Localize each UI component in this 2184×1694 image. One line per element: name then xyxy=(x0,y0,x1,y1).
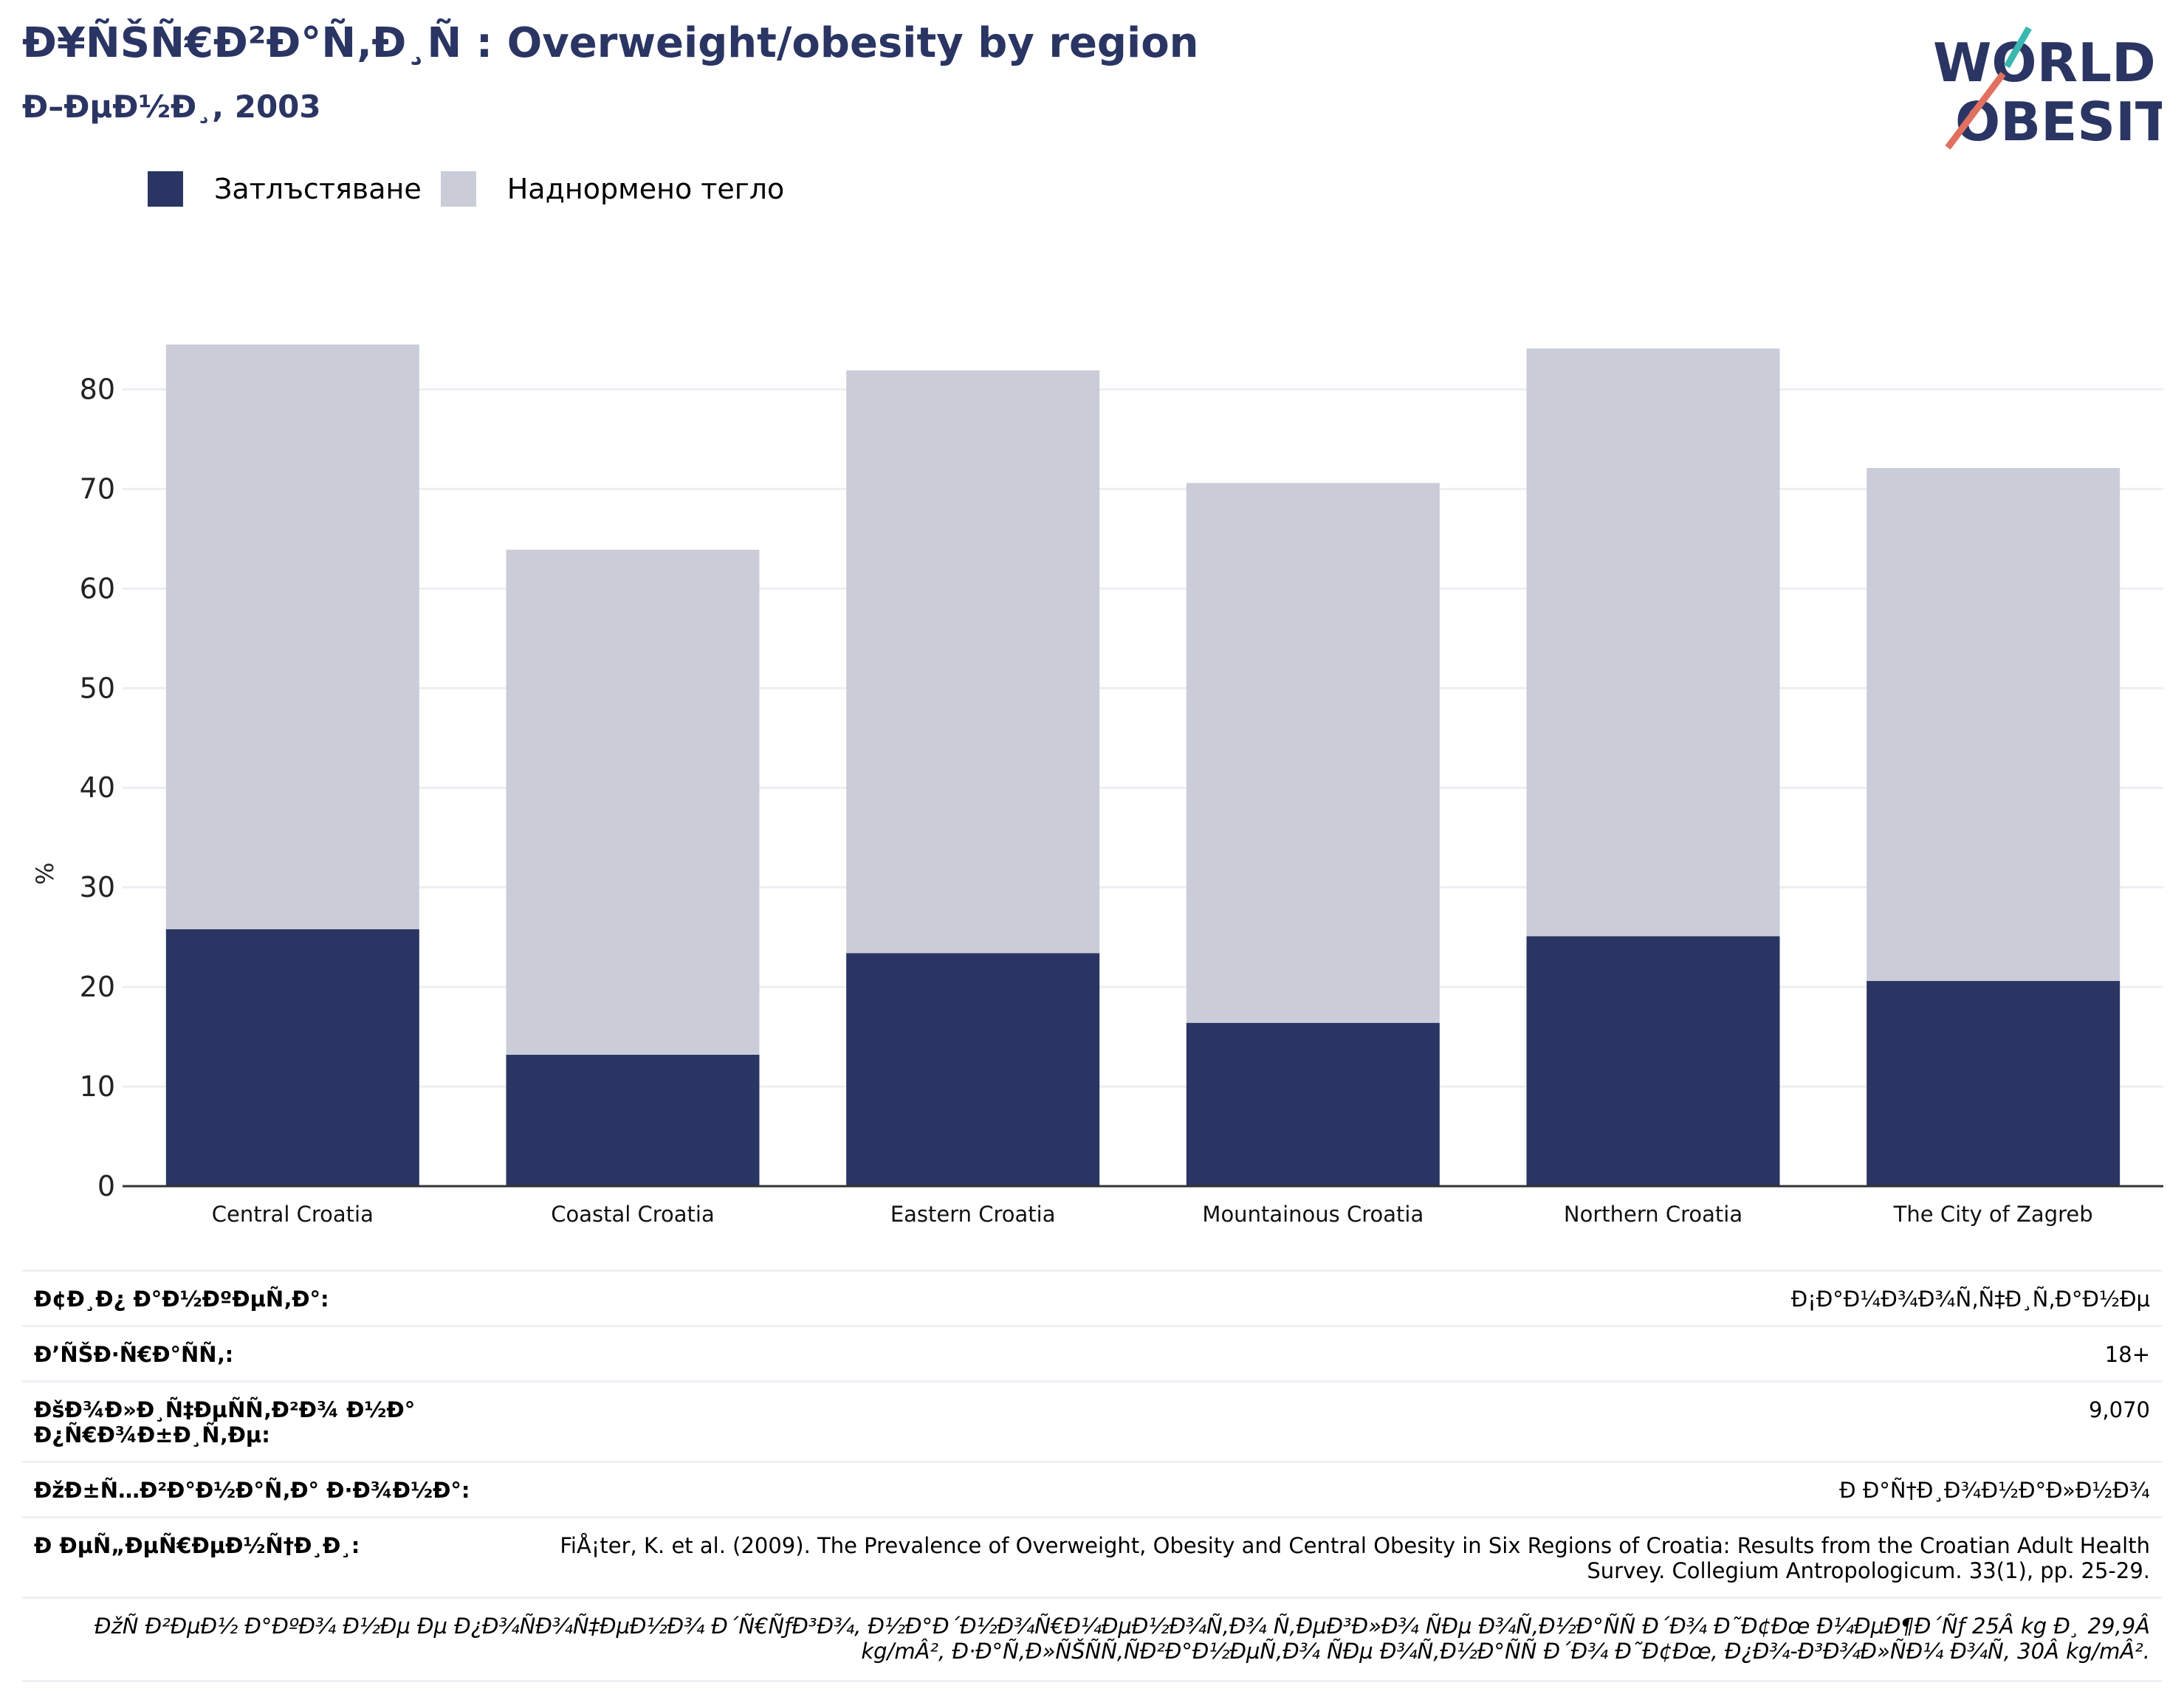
chart-title: Ð¥ÑŠÑ€Ð²Ð°Ñ‚Ð¸Ñ : Overweight/obesity by … xyxy=(22,19,1199,67)
bar-obesity-5 xyxy=(1526,936,1780,1186)
x-tick-label: Eastern Croatia xyxy=(890,1202,1056,1227)
info-label: Ð’ÑŠÐ·Ñ€Ð°ÑÑ‚: xyxy=(34,1342,234,1367)
footnote: ÐžÑ Ð²ÐµÐ½ Ð°ÐºÐ¾ Ð½Ðµ Ðµ Ð¿Ð¾ÑÐ¾Ñ‡ÐµÐ½Ð… xyxy=(22,1597,2162,1682)
info-table: Ð¢Ð¸Ð¿ Ð°Ð½ÐºÐµÑ‚Ð°: Ð¡Ð°Ð¼Ð¾Ð¾Ñ‚Ñ‡Ð¸Ñ‚Ð… xyxy=(22,1270,2162,1682)
legend-label-overweight: Наднормено тегло xyxy=(506,173,785,205)
y-tick-label: 70 xyxy=(80,472,115,505)
legend-item-obesity: Затлъстяване xyxy=(148,171,422,207)
info-value: FiÅ¡ter, K. et al. (2009). The Prevalenc… xyxy=(560,1533,2150,1583)
bar-overweight-4 xyxy=(1186,483,1440,1023)
bar-overweight-6 xyxy=(1867,468,2121,982)
y-tick-label: 10 xyxy=(80,1070,115,1103)
legend: Затлъстяване Наднормено тегло xyxy=(148,168,803,210)
y-tick-label: 60 xyxy=(80,572,115,605)
y-axis-label: % xyxy=(31,862,59,884)
info-label: Ð¢Ð¸Ð¿ Ð°Ð½ÐºÐµÑ‚Ð°: xyxy=(34,1287,329,1312)
y-tick-label: 0 xyxy=(97,1170,115,1202)
y-tick-label: 80 xyxy=(80,373,115,405)
bar-obesity-2 xyxy=(506,1054,760,1186)
info-value: 18+ xyxy=(2104,1342,2150,1367)
logo-line2: OBESITY xyxy=(1955,91,2162,153)
legend-swatch-obesity xyxy=(148,171,183,207)
bar-obesity-1 xyxy=(165,929,419,1186)
info-label: Ð ÐµÑ„ÐµÑ€ÐµÐ½Ñ†Ð¸Ð¸: xyxy=(34,1533,360,1558)
y-tick-label: 30 xyxy=(80,871,115,903)
info-value: 9,070 xyxy=(2088,1397,2150,1422)
info-row-survey-type: Ð¢Ð¸Ð¿ Ð°Ð½ÐºÐµÑ‚Ð°: Ð¡Ð°Ð¼Ð¾Ð¾Ñ‚Ñ‡Ð¸Ñ‚Ð… xyxy=(22,1270,2162,1325)
bar-obesity-4 xyxy=(1186,1022,1440,1186)
info-row-age: Ð’ÑŠÐ·Ñ€Ð°ÑÑ‚: 18+ xyxy=(22,1325,2162,1380)
info-label: ÐžÐ±Ñ…Ð²Ð°Ð½Ð°Ñ‚Ð° Ð·Ð¾Ð½Ð°: xyxy=(34,1478,470,1503)
info-label: ÐšÐ¾Ð»Ð¸Ñ‡ÐµÑÑ‚Ð²Ð¾ Ð½Ð° Ð¿Ñ€Ð¾Ð±Ð¸Ñ‚Ðµ: xyxy=(34,1397,416,1447)
bar-overweight-5 xyxy=(1526,348,1780,937)
bar-overweight-2 xyxy=(506,549,760,1055)
x-tick-label: Northern Croatia xyxy=(1564,1202,1742,1227)
legend-item-overweight: Наднормено тегло xyxy=(440,171,785,207)
chart-subtitle: Ð–ÐµÐ½Ð¸, 2003 xyxy=(22,89,321,125)
x-tick-label: Central Croatia xyxy=(212,1202,374,1227)
x-tick-label: Mountainous Croatia xyxy=(1202,1202,1424,1227)
x-tick-label: The City of Zagreb xyxy=(1893,1202,2093,1227)
world-obesity-logo: WORLD OBESITY xyxy=(1933,26,2162,153)
logo-slash-teal xyxy=(2004,26,2032,69)
legend-swatch-overweight xyxy=(440,171,476,207)
info-row-sample-size: ÐšÐ¾Ð»Ð¸Ñ‡ÐµÑÑ‚Ð²Ð¾ Ð½Ð° Ð¿Ñ€Ð¾Ð±Ð¸Ñ‚Ðµ:… xyxy=(22,1380,2162,1461)
x-tick-label: Coastal Croatia xyxy=(551,1202,715,1227)
bar-obesity-3 xyxy=(846,953,1100,1186)
y-tick-label: 50 xyxy=(80,672,115,704)
y-tick-label: 40 xyxy=(80,771,115,804)
info-row-coverage: ÐžÐ±Ñ…Ð²Ð°Ð½Ð°Ñ‚Ð° Ð·Ð¾Ð½Ð°: Ð Ð°Ñ†Ð¸Ð¾Ð… xyxy=(22,1461,2162,1516)
y-tick-label: 20 xyxy=(80,971,115,1003)
info-value: Ð¡Ð°Ð¼Ð¾Ð¾Ñ‚Ñ‡Ð¸Ñ‚Ð°Ð½Ðµ xyxy=(1790,1287,2150,1312)
logo-slash-coral xyxy=(1945,72,2006,150)
info-row-references: Ð ÐµÑ„ÐµÑ€ÐµÐ½Ñ†Ð¸Ð¸: FiÅ¡ter, K. et al.… xyxy=(22,1516,2162,1597)
bar-obesity-6 xyxy=(1867,981,2121,1186)
logo-line1: WORLD xyxy=(1933,32,2156,94)
bar-overweight-3 xyxy=(846,370,1100,954)
bar-overweight-1 xyxy=(165,344,419,929)
info-value: Ð Ð°Ñ†Ð¸Ð¾Ð½Ð°Ð»Ð½Ð¾ xyxy=(1839,1478,2150,1503)
bar-chart: 0 10 20 30 40 50 60 70 80% Central Croatia Coastal… xyxy=(31,344,2163,1227)
legend-label-obesity: Затлъстяване xyxy=(214,173,422,205)
